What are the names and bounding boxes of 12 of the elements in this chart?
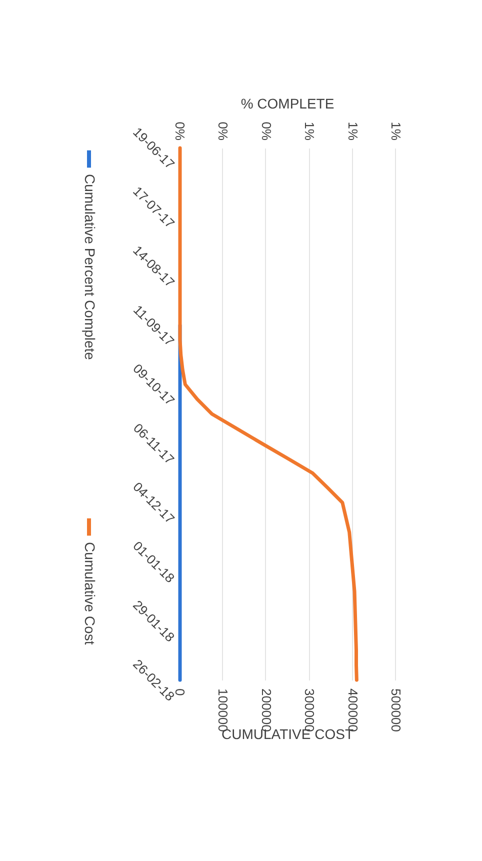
x-tick-label: 500000 — [388, 688, 404, 732]
x2-axis-title: % COMPLETE — [240, 96, 334, 112]
x-tick-label: 0 — [172, 688, 188, 696]
x2-tick-label: 0% — [258, 122, 274, 141]
x2-tick-label: 1% — [388, 122, 404, 141]
x2-tick-label: 1% — [302, 122, 318, 141]
legend-label: Cumulative Cost — [82, 542, 98, 645]
legend-label: Cumulative Percent Complete — [82, 174, 98, 360]
x2-tick-label: 0% — [216, 122, 231, 141]
x2-tick-label: 0% — [172, 122, 188, 141]
x2-tick-label: 1% — [345, 122, 360, 141]
x-tick-label: 200000 — [258, 688, 274, 732]
